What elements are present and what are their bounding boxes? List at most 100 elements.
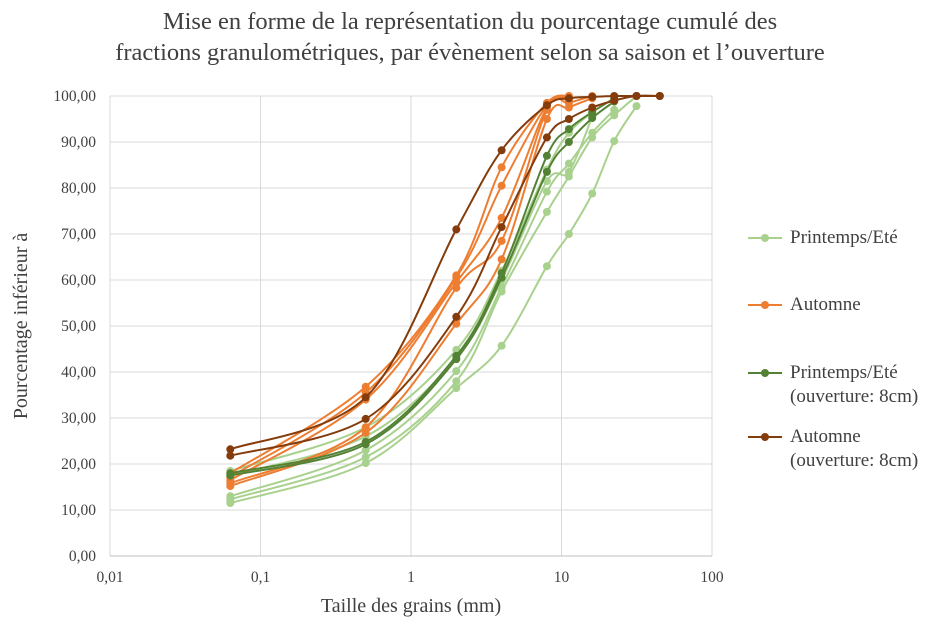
data-point	[226, 445, 235, 454]
series-line	[229, 94, 570, 475]
x-tick-label: 10	[554, 569, 570, 586]
data-point	[610, 137, 619, 146]
y-tick-label: 100,00	[53, 88, 96, 105]
data-point	[542, 187, 551, 196]
data-point	[564, 115, 573, 123]
tick-labels: 0,00 10,00 20,00 30,00 40,00 50,00 60,00 70,00 8…	[53, 88, 724, 586]
data-point	[226, 469, 235, 478]
data-point	[610, 92, 619, 100]
y-tick-label: 40,00	[61, 364, 96, 381]
data-point	[452, 319, 461, 328]
y-tick-label: 20,00	[61, 456, 96, 473]
legend-swatch-icon	[748, 433, 782, 441]
data-point	[452, 377, 461, 386]
legend-swatch-icon	[748, 369, 782, 377]
y-tick-label: 90,00	[61, 134, 96, 151]
legend-label: Automne	[790, 293, 861, 317]
data-point	[497, 255, 506, 264]
data-point	[542, 262, 551, 271]
y-tick-label: 50,00	[61, 318, 96, 335]
series-printemps-ete-0	[226, 102, 641, 508]
data-point	[361, 428, 370, 437]
data-point	[588, 128, 597, 137]
y-tick-label: 30,00	[61, 410, 96, 427]
data-point	[497, 213, 506, 222]
legend-label: Automne (ouverture: 8cm)	[790, 425, 918, 473]
legend-label: Printemps/Eté (ouverture: 8cm)	[790, 361, 918, 409]
series-printemps-ete-8cm-10	[226, 97, 619, 480]
data-point	[588, 114, 597, 123]
data-point	[497, 163, 506, 172]
data-point	[226, 492, 235, 501]
chart-title: Mise en forme de la représentation du po…	[0, 6, 940, 68]
data-point	[361, 446, 370, 455]
series-printemps-ete-2	[226, 105, 619, 501]
chart-title-line-2: fractions granulométriques, par évènemen…	[115, 39, 825, 66]
series-automne-8	[226, 94, 573, 481]
legend-label-line: Automne	[790, 426, 861, 447]
data-point	[497, 269, 506, 278]
x-axis-title: Taille des grains (mm)	[321, 595, 501, 617]
data-point	[564, 138, 573, 146]
data-point	[564, 159, 573, 168]
data-point	[497, 236, 506, 245]
data-point	[564, 94, 573, 103]
data-point	[452, 367, 461, 376]
y-tick-label: 10,00	[61, 502, 96, 519]
data-point	[497, 146, 506, 155]
y-tick-label: 70,00	[61, 226, 96, 243]
series-automne-7	[226, 96, 573, 485]
y-tick-label: 60,00	[61, 272, 96, 289]
legend-label-line: (ouverture: 8cm)	[790, 450, 919, 471]
legend-label-line: Printemps/Eté	[790, 227, 898, 248]
x-tick-label: 1	[407, 569, 415, 586]
data-point	[226, 451, 235, 460]
data-point	[361, 459, 370, 468]
data-point	[361, 423, 370, 432]
gridlines	[109, 95, 713, 556]
legend-label-line: (ouverture: 8cm)	[790, 386, 919, 407]
data-point	[542, 133, 551, 142]
data-point	[361, 453, 370, 462]
data-point	[632, 102, 641, 111]
x-tick-label: 0,1	[251, 569, 270, 586]
data-point	[564, 230, 573, 238]
legend-swatch-icon	[748, 234, 782, 242]
legend-swatch-icon	[748, 301, 782, 309]
data-point	[610, 111, 619, 120]
data-point	[452, 384, 461, 393]
y-tick-label: 80,00	[61, 180, 96, 197]
data-point	[361, 437, 370, 446]
series-line	[229, 111, 593, 472]
data-point	[588, 92, 597, 101]
legend-label-line: Automne	[790, 294, 861, 315]
series-automne-8cm-13	[226, 92, 664, 454]
series-line	[230, 94, 660, 457]
data-point	[452, 351, 461, 360]
data-point	[361, 393, 370, 402]
series-automne-8cm-12	[226, 92, 664, 460]
data-point	[632, 92, 641, 100]
data-point	[361, 382, 370, 391]
data-point	[361, 414, 370, 423]
data-point	[610, 105, 619, 114]
y-tick-label: 0,00	[69, 548, 96, 565]
series-line	[229, 97, 593, 488]
data-point	[542, 167, 551, 176]
data-point	[497, 223, 506, 232]
x-tick-label: 100	[700, 569, 724, 586]
data-point	[542, 101, 551, 110]
data-point	[542, 151, 551, 160]
data-point	[588, 103, 597, 112]
series-line	[229, 94, 660, 451]
data-point	[452, 271, 461, 280]
legend-label-line: Printemps/Eté	[790, 362, 898, 383]
data-point	[542, 177, 551, 186]
data-point	[452, 225, 461, 234]
data-point	[497, 181, 506, 190]
data-point	[497, 341, 506, 350]
series-layer	[226, 92, 664, 508]
data-point	[542, 207, 551, 216]
data-point	[564, 167, 573, 176]
